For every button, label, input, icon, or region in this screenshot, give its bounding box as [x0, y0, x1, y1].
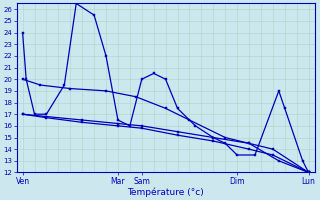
X-axis label: Température (°c): Température (°c): [127, 187, 204, 197]
